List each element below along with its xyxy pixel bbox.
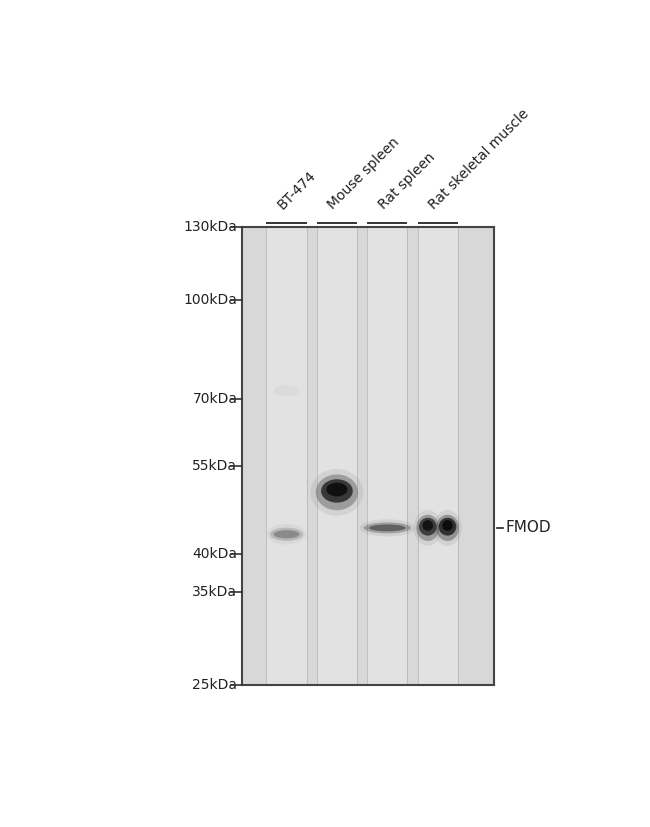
Ellipse shape [321,480,353,503]
Text: 55kDa: 55kDa [192,459,237,473]
Text: FMOD: FMOD [506,520,551,535]
Text: Rat skeletal muscle: Rat skeletal muscle [426,107,532,212]
Ellipse shape [359,519,415,537]
Bar [317,227,357,685]
Bar [367,227,408,685]
Text: Mouse spleen: Mouse spleen [326,135,402,212]
Bar [242,227,494,685]
Ellipse shape [364,523,411,533]
Text: 130kDa: 130kDa [183,220,237,233]
Ellipse shape [274,385,299,397]
Ellipse shape [413,510,442,546]
Text: 100kDa: 100kDa [183,293,237,307]
Text: 70kDa: 70kDa [192,392,237,406]
Ellipse shape [442,520,453,531]
Bar [266,227,307,685]
Text: Rat spleen: Rat spleen [376,150,437,212]
Bar [417,227,458,685]
Ellipse shape [422,520,433,531]
Ellipse shape [270,528,303,541]
Text: 25kDa: 25kDa [192,678,237,692]
Ellipse shape [434,510,461,546]
Ellipse shape [369,524,406,531]
Text: BT-474: BT-474 [275,168,319,212]
Text: 40kDa: 40kDa [192,547,237,562]
Text: 35kDa: 35kDa [192,585,237,599]
Ellipse shape [419,518,437,536]
Ellipse shape [267,524,306,545]
Ellipse shape [326,483,348,496]
Ellipse shape [439,518,456,536]
Ellipse shape [416,514,439,541]
Ellipse shape [316,475,358,510]
Ellipse shape [311,469,363,516]
Ellipse shape [436,514,459,541]
Ellipse shape [274,530,300,538]
